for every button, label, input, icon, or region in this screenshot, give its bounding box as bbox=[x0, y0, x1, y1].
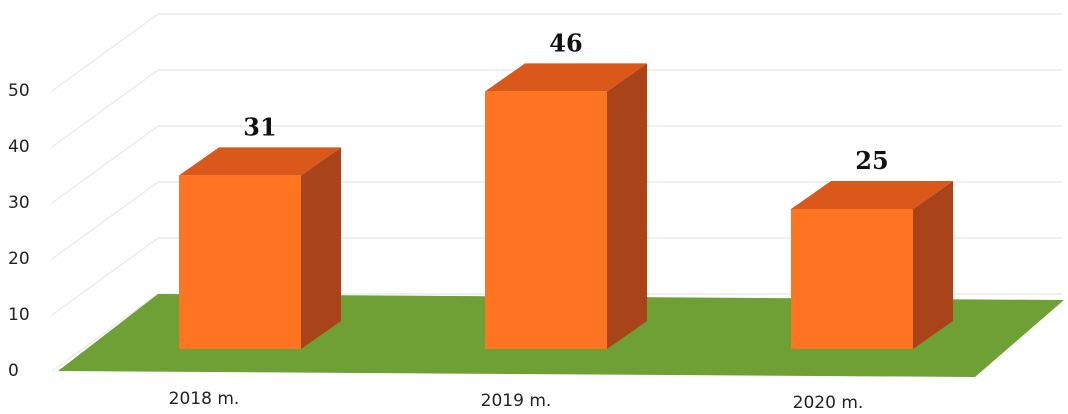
y-tick-label: 30 bbox=[8, 193, 30, 213]
bar bbox=[179, 147, 341, 349]
gridline bbox=[51, 125, 1062, 204]
data-labels: 31 46 25 bbox=[243, 28, 888, 175]
bars bbox=[179, 63, 953, 350]
y-axis-ticks: 0 10 20 30 40 50 bbox=[8, 81, 30, 381]
y-tick-label: 40 bbox=[8, 137, 30, 157]
gridline bbox=[51, 13, 1062, 92]
bar-side-face bbox=[301, 147, 341, 349]
bar bbox=[485, 63, 647, 350]
y-tick-label: 0 bbox=[8, 361, 19, 381]
gridlines bbox=[51, 13, 1062, 372]
bar-front-face bbox=[791, 209, 913, 349]
y-tick-label: 50 bbox=[8, 81, 30, 101]
data-label: 46 bbox=[549, 28, 582, 57]
gridline bbox=[51, 181, 1062, 260]
category-label: 2018 m. bbox=[169, 389, 240, 409]
x-axis-categories: 2018 m. 2019 m. 2020 m. bbox=[169, 389, 864, 413]
bar bbox=[791, 181, 953, 349]
y-tick-label: 10 bbox=[8, 305, 30, 325]
bar-side-face bbox=[607, 63, 647, 350]
gridline bbox=[51, 69, 1062, 148]
gridline bbox=[51, 237, 1062, 316]
data-label: 31 bbox=[243, 112, 276, 141]
category-label: 2019 m. bbox=[481, 391, 552, 411]
bar-top-face bbox=[485, 63, 647, 92]
bar-front-face bbox=[179, 175, 301, 349]
bar-side-face bbox=[913, 181, 953, 349]
category-label: 2020 m. bbox=[793, 393, 864, 413]
bar-front-face bbox=[485, 91, 607, 350]
bar-top-face bbox=[791, 181, 953, 209]
bar-top-face bbox=[179, 147, 341, 176]
y-tick-label: 20 bbox=[8, 249, 30, 269]
data-label: 25 bbox=[855, 146, 888, 175]
